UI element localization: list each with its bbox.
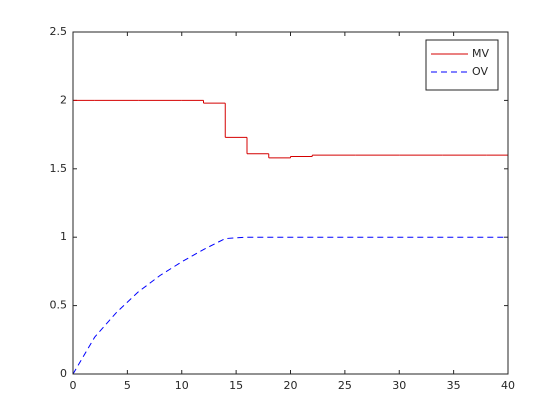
y-tick-label: 0.5 bbox=[50, 299, 68, 312]
y-tick-label: 1 bbox=[60, 230, 67, 243]
x-tick-label: 20 bbox=[284, 379, 298, 392]
x-tick-label: 35 bbox=[447, 379, 461, 392]
series-line bbox=[72, 236, 508, 375]
y-tick-label: 2.5 bbox=[50, 25, 68, 38]
y-tick-label: 0 bbox=[60, 367, 67, 380]
y-tick-label: 2 bbox=[60, 93, 67, 106]
x-tick-label: 15 bbox=[229, 379, 243, 392]
x-tick-label: 0 bbox=[70, 379, 77, 392]
x-tick-label: 30 bbox=[392, 379, 406, 392]
x-tick-label: 5 bbox=[124, 379, 131, 392]
y-tick-label: 1.5 bbox=[50, 162, 68, 175]
x-tick-label: 25 bbox=[338, 379, 352, 392]
legend-label: OV bbox=[472, 65, 488, 78]
axes-box bbox=[72, 31, 509, 375]
x-tick-label: 40 bbox=[501, 379, 515, 392]
x-tick-label: 10 bbox=[175, 379, 189, 392]
legend-label: MV bbox=[472, 47, 489, 60]
legend-box bbox=[425, 39, 499, 91]
